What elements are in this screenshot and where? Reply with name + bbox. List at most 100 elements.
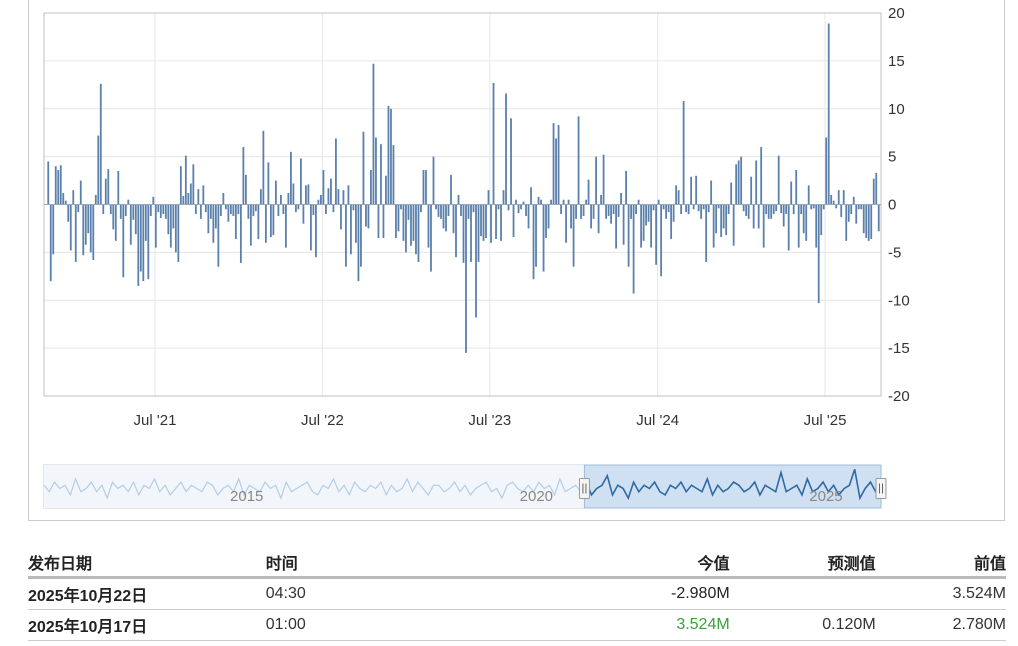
bar [817, 204, 820, 304]
plot-frame [43, 12, 882, 397]
bar [224, 204, 227, 210]
bar [367, 204, 370, 229]
bar [370, 170, 372, 205]
bar [239, 204, 242, 263]
bar [665, 204, 668, 219]
bar [247, 204, 250, 219]
range-navigator[interactable]: 2015 2020 2025 [43, 464, 887, 509]
bar [667, 204, 670, 213]
bar [82, 204, 85, 256]
bar [254, 204, 257, 212]
bar [492, 82, 495, 205]
bar [360, 204, 362, 267]
bar [470, 204, 472, 262]
bar [687, 204, 690, 215]
header-previous: 前值 [875, 548, 1006, 579]
bar [510, 118, 512, 205]
bar [92, 204, 95, 261]
bar [274, 180, 277, 205]
bar [335, 138, 337, 205]
bar [617, 204, 620, 217]
bar [852, 196, 855, 205]
navigator-year-label: 2025 [809, 488, 842, 505]
bar [680, 204, 683, 215]
x-tick-label: Jul '23 [468, 412, 511, 429]
bar [810, 204, 813, 210]
bar [350, 204, 352, 255]
bar [517, 204, 520, 214]
bar [557, 125, 560, 205]
bar [322, 170, 325, 205]
bar [229, 204, 232, 215]
bar [312, 204, 315, 216]
bar [747, 204, 750, 219]
bar [214, 204, 217, 229]
bar [582, 204, 585, 216]
bar [357, 204, 360, 282]
bar [84, 204, 87, 245]
bar [722, 204, 725, 229]
bar [522, 201, 525, 205]
bar [355, 204, 357, 243]
bar [107, 169, 110, 205]
navigator-series-line [43, 477, 582, 500]
bar [572, 204, 575, 267]
bar [457, 194, 460, 205]
row-date: 2025年10月17日 [28, 609, 266, 641]
bar [847, 204, 850, 222]
bar [490, 204, 492, 243]
bar [482, 204, 485, 241]
bar [637, 199, 640, 205]
bar [315, 204, 317, 258]
bar [530, 187, 532, 205]
bar [655, 204, 658, 265]
bar [445, 204, 447, 232]
bar [202, 185, 205, 205]
bar [850, 204, 853, 215]
bar [277, 204, 280, 216]
x-axis: Jul '21 Jul '22 Jul '23 Jul '24 Jul '25 [134, 412, 847, 429]
y-tick-label: -10 [888, 292, 910, 309]
bar-series [47, 23, 880, 353]
bar [390, 108, 392, 205]
bar [72, 190, 75, 205]
navigator-right-handle[interactable] [875, 478, 887, 499]
bar [485, 204, 487, 239]
bar [244, 174, 247, 205]
bar [837, 190, 840, 205]
bar [432, 156, 435, 205]
bar [292, 183, 295, 205]
bar [830, 194, 833, 205]
bar [305, 185, 307, 205]
bar [700, 204, 703, 219]
bar [462, 204, 465, 263]
bar [640, 204, 643, 248]
navigator-unselected-left [44, 465, 585, 508]
bar [132, 204, 135, 220]
bar [727, 204, 730, 215]
bar [227, 204, 230, 222]
bar [605, 204, 607, 219]
bar [760, 147, 763, 205]
bar [197, 189, 200, 205]
handle-body [578, 478, 590, 499]
navigator-left-handle[interactable] [578, 478, 590, 499]
bar [645, 204, 648, 226]
y-tick-label: 0 [888, 197, 896, 214]
bar [272, 204, 275, 236]
bar [442, 204, 445, 229]
bar [657, 199, 660, 205]
bar [567, 199, 570, 205]
bar [702, 204, 705, 210]
bar [542, 204, 545, 272]
bar [777, 155, 780, 205]
bar [607, 204, 610, 216]
bar [555, 138, 557, 205]
bar [252, 204, 255, 216]
bar [660, 204, 663, 277]
bar [610, 204, 612, 224]
bar [317, 199, 320, 205]
table-row: 2025年10月17日 01:00 3.524M 0.120M 2.780M [28, 609, 1006, 641]
bar [872, 178, 875, 205]
